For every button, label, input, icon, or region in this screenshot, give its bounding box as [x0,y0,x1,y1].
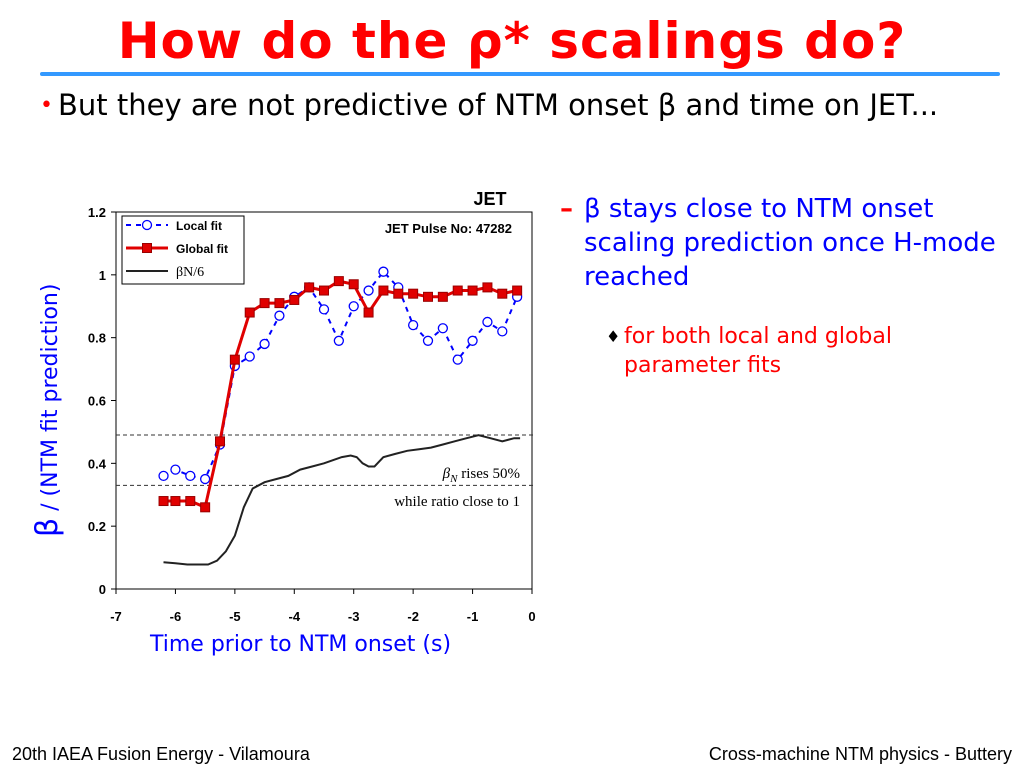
x-tick-label: -5 [229,609,241,624]
point-local-fit [437,323,449,334]
title-underline [40,72,1000,76]
legend-label: Local fit [176,219,222,233]
main-bullet-text: But they are not predictive of NTM onset… [58,88,939,122]
point-local-fit [185,470,196,482]
betaN-rises-annotation: βN rises 50% [442,466,520,485]
x-tick-label: -3 [348,609,360,624]
subsub-bullet: ♦ for both local and global parameter fi… [606,322,936,380]
subsub-bullet-text: for both local and global parameter fits [624,324,892,378]
point-global-fit [229,354,240,365]
x-tick-label: -7 [110,609,122,624]
point-global-fit [482,282,493,293]
y-tick-label: 0.4 [88,456,107,471]
betaN-symbol: β [442,466,451,482]
point-global-fit [158,496,169,507]
betaN-subscript: N [449,473,458,485]
bullet-marker: • [40,93,53,118]
point-global-fit [289,294,300,305]
point-global-fit [348,279,359,290]
legend-marker-local-fit [141,219,153,231]
sub-bullet-marker: – [560,194,573,224]
point-global-fit [170,496,181,507]
x-tick-label: -4 [289,609,301,624]
point-local-fit [333,335,345,346]
legend-marker-global-fit [142,243,152,253]
point-local-fit [363,285,374,296]
point-global-fit [304,282,315,293]
point-global-fit [408,288,419,299]
point-local-fit [497,326,508,337]
point-global-fit [452,285,463,296]
x-tick-label: -6 [170,609,182,624]
point-global-fit [200,502,211,513]
point-global-fit [437,291,448,302]
footer-left: 20th IAEA Fusion Energy - Vilamoura [12,744,310,764]
point-global-fit [393,288,404,299]
betaN-rises-text: rises 50% [458,466,521,482]
point-global-fit [244,307,255,318]
pulse-annotation: JET Pulse No: 47282 [385,221,512,236]
point-global-fit [423,291,433,302]
point-global-fit [467,285,478,296]
point-local-fit [199,473,211,485]
point-local-fit [348,301,359,312]
y-tick-label: 0.8 [88,331,106,346]
legend-label: Global fit [176,242,228,256]
footer-right: Cross-machine NTM physics - Buttery [708,744,1012,764]
x-tick-label: 0 [528,609,535,624]
point-global-fit [497,288,508,299]
point-local-fit [482,316,493,328]
legend-label: βN/6 [176,265,204,280]
point-local-fit [378,266,389,277]
main-bullet: • But they are not predictive of NTM ons… [40,88,940,123]
point-global-fit [215,436,225,447]
point-global-fit [512,285,523,296]
point-local-fit [422,335,434,346]
point-global-fit [274,298,285,309]
diamond-icon: ♦ [606,327,621,346]
y-tick-label: 1 [99,268,106,283]
point-global-fit [259,298,270,309]
point-global-fit [185,496,196,507]
point-global-fit [319,285,329,296]
point-local-fit [244,351,255,362]
sub-bullet: – β stays close to NTM onset scaling pre… [560,192,1010,294]
point-local-fit [170,464,181,475]
point-local-fit [318,304,330,315]
point-local-fit [274,310,285,321]
point-global-fit [333,276,344,287]
chart-x-axis-label: Time prior to NTM onset (s) [150,632,452,657]
chart-title: JET [473,189,506,209]
point-local-fit [467,335,478,346]
point-local-fit [158,470,169,482]
y-tick-label: 0.6 [88,394,106,409]
point-local-fit [407,319,419,331]
point-local-fit [259,338,270,350]
y-tick-label: 0 [99,582,106,597]
point-global-fit [363,307,374,318]
slide-title: How do the ρ* scalings do? [117,12,907,70]
x-tick-label: -1 [467,609,479,624]
y-tick-label: 1.2 [88,205,106,220]
y-tick-label: 0.2 [88,519,106,534]
point-local-fit [452,354,463,365]
x-tick-label: -2 [407,609,419,624]
sub-bullet-text: β stays close to NTM onset scaling predi… [584,194,996,292]
ratio-annotation: while ratio close to 1 [394,494,520,510]
series-line-betaN [163,434,521,566]
point-global-fit [378,285,389,296]
